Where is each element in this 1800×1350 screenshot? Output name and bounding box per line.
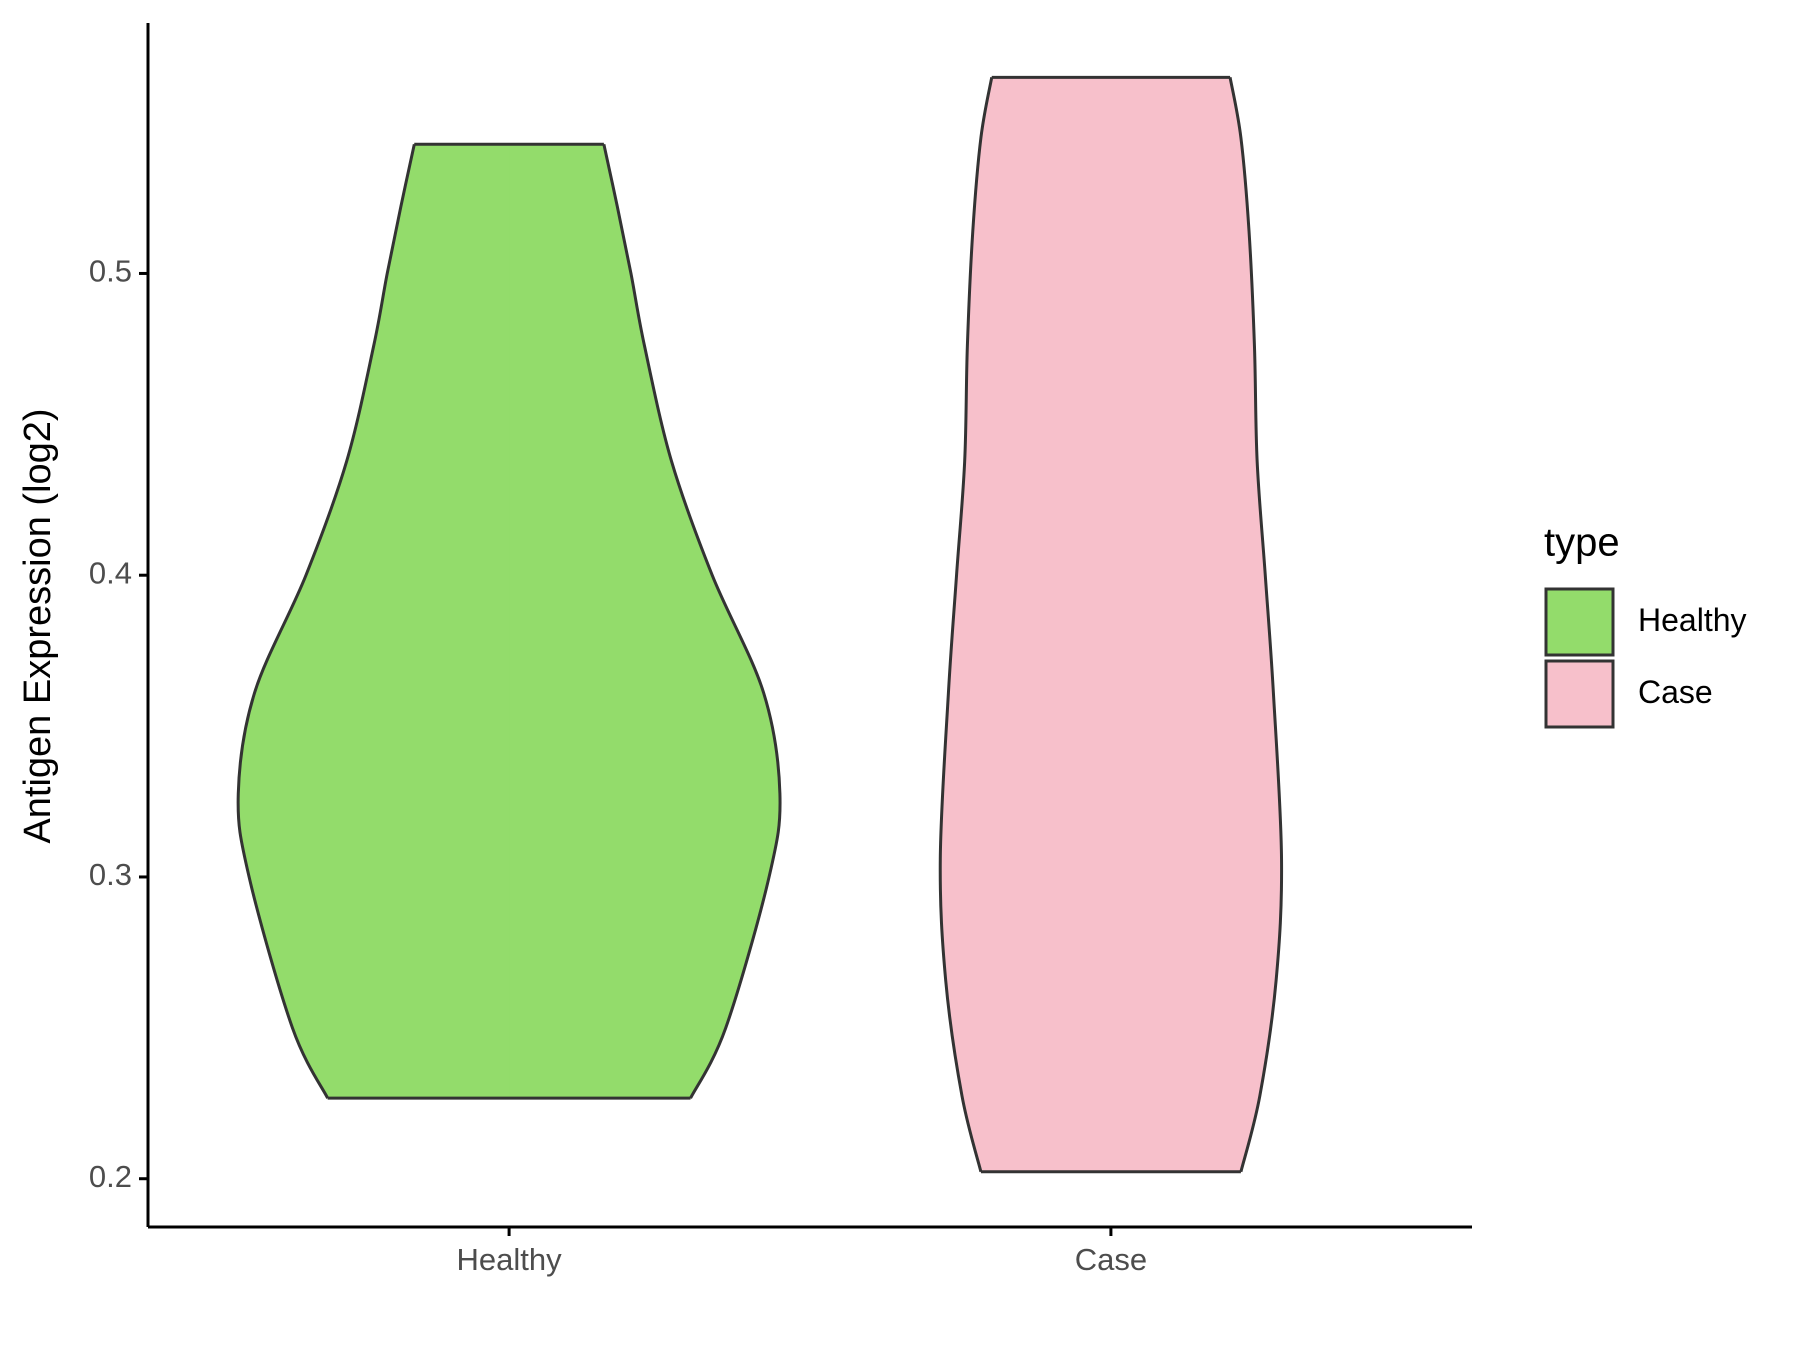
violin-half <box>237 143 510 1099</box>
y-tick-label: 0.2 <box>89 1159 132 1194</box>
legend-key <box>1544 587 1615 657</box>
y-tick-label: 0.5 <box>89 254 132 289</box>
violin-outline <box>602 143 782 1099</box>
violin-outline <box>1228 77 1284 1173</box>
y-tick-label: 0.3 <box>89 857 132 892</box>
x-tick-label: Case <box>1075 1242 1147 1277</box>
y-tick-label: 0.4 <box>89 555 132 590</box>
legend-key <box>1544 659 1615 729</box>
y-axis-title: Antigen Expression (log2) <box>17 408 59 843</box>
x-tick-label: Healthy <box>457 1242 563 1277</box>
violin-half <box>508 143 781 1099</box>
violin-outline <box>938 77 994 1173</box>
violin-outline <box>236 143 416 1099</box>
violin-half <box>1110 76 1283 1173</box>
legend-title: type <box>1544 521 1620 565</box>
legend-label: Case <box>1638 674 1713 710</box>
violin-half <box>939 76 1112 1173</box>
legend-label: Healthy <box>1638 602 1747 638</box>
